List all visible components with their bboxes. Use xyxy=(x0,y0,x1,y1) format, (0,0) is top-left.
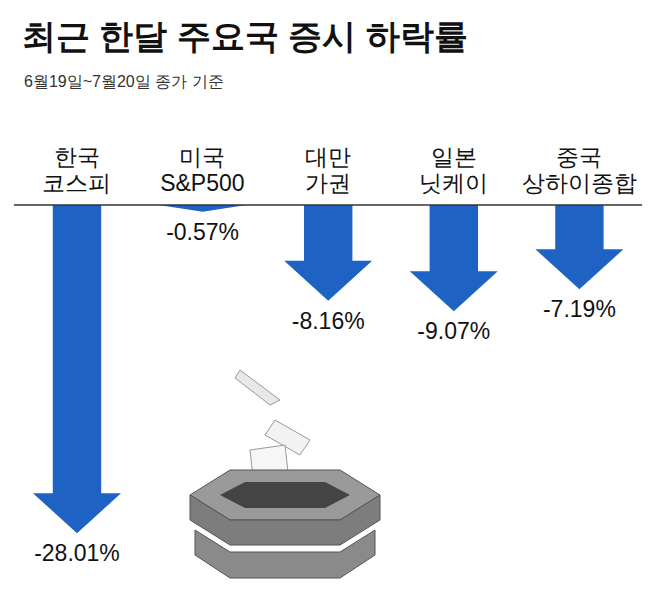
svg-text:대만가권: 대만가권 xyxy=(305,144,351,196)
svg-text:-0.57%: -0.57% xyxy=(166,219,239,245)
svg-text:일본닛케이: 일본닛케이 xyxy=(419,144,488,196)
svg-text:미국S&P500: 미국S&P500 xyxy=(160,144,244,196)
svg-text:한국코스피: 한국코스피 xyxy=(42,144,111,196)
html-text:6월19일~7월20일 종가 기준: 6월19일~7월20일 종가 기준 xyxy=(24,73,224,90)
svg-text:-9.07%: -9.07% xyxy=(417,318,490,344)
svg-text:-28.01%: -28.01% xyxy=(34,540,120,566)
svg-text:-8.16%: -8.16% xyxy=(292,308,365,334)
svg-text:-7.19%: -7.19% xyxy=(543,296,616,322)
svg-text:중국상하이종합: 중국상하이종합 xyxy=(522,144,637,196)
html-text:최근 한달 주요국 증시 하락률: 최근 한달 주요국 증시 하락률 xyxy=(22,17,468,55)
